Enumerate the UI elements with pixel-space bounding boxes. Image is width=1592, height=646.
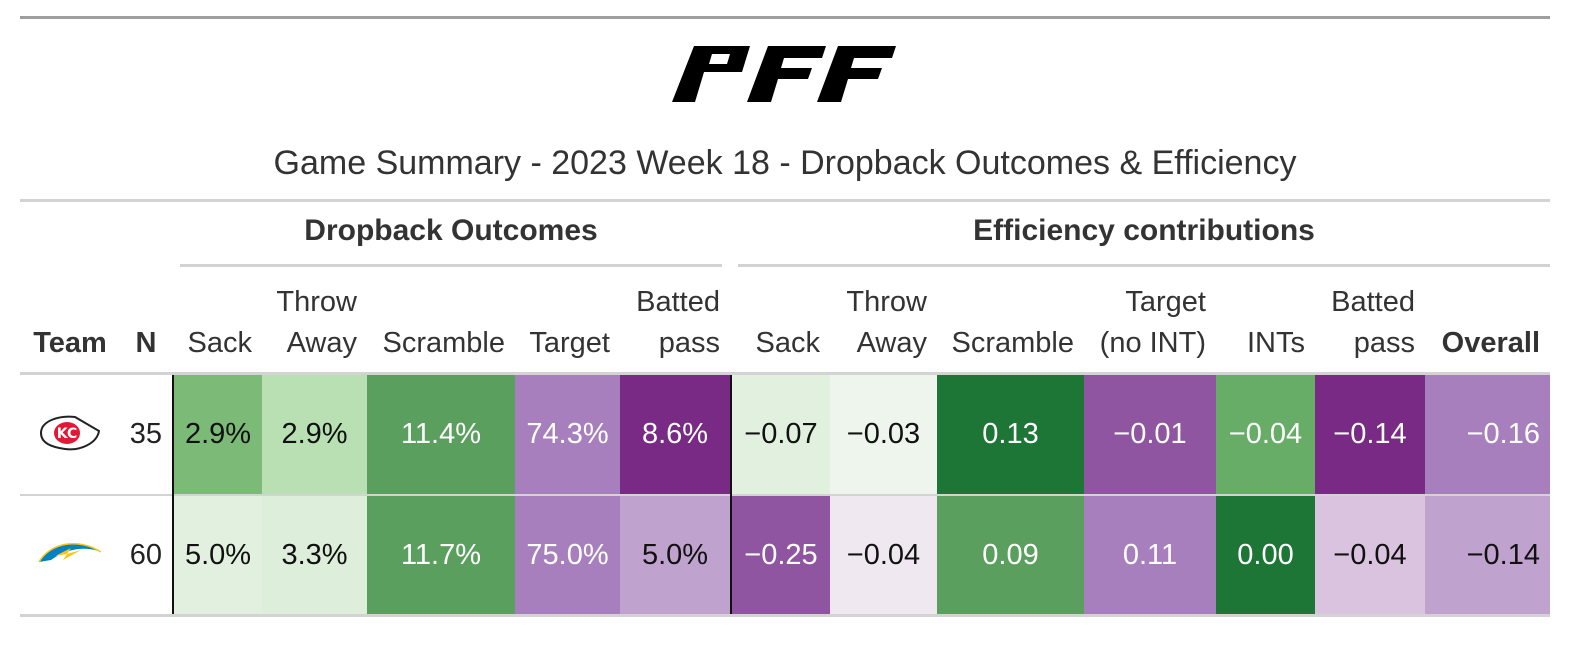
cell-e-ints: 0.00 bbox=[1216, 496, 1315, 615]
spanner-rule-outcomes bbox=[180, 264, 722, 267]
column-header-team: Team bbox=[33, 327, 107, 359]
column-header-n: N bbox=[135, 327, 157, 359]
column-header-o-batted: Batted pass bbox=[636, 286, 720, 359]
spanner-efficiency: Efficiency contributions bbox=[973, 214, 1315, 247]
cell-o-throwaway: 3.3% bbox=[262, 496, 367, 615]
title-rule bbox=[20, 199, 1550, 202]
spanner-dropback-outcomes: Dropback Outcomes bbox=[304, 214, 598, 247]
cell-o-target: 75.0% bbox=[515, 496, 620, 615]
cell-n: 35 bbox=[129, 418, 162, 450]
column-header-e-scramble: Scramble bbox=[951, 327, 1075, 359]
cell-e-target: 0.11 bbox=[1084, 496, 1216, 615]
column-header-e-sack: Sack bbox=[755, 327, 820, 359]
chiefs-logo-icon: KC bbox=[39, 415, 101, 451]
cell-e-batted: −0.04 bbox=[1315, 496, 1425, 615]
cell-e-sack: −0.25 bbox=[732, 496, 830, 615]
svg-text:KC: KC bbox=[57, 426, 78, 442]
header-rule bbox=[20, 372, 1550, 375]
pff-logo bbox=[672, 46, 896, 102]
divider-efficiency bbox=[730, 375, 732, 614]
row-rule bbox=[20, 494, 1550, 496]
column-header-e-throwaway: Throw Away bbox=[846, 286, 927, 359]
column-header-o-scramble: Scramble bbox=[382, 327, 506, 359]
cell-e-batted: −0.14 bbox=[1315, 375, 1425, 494]
cell-e-sack: −0.07 bbox=[732, 375, 830, 494]
column-header-o-sack: Sack bbox=[187, 327, 252, 359]
cell-o-sack: 5.0% bbox=[174, 496, 262, 615]
cell-o-target: 74.3% bbox=[515, 375, 620, 494]
cell-e-overall: −0.14 bbox=[1425, 496, 1550, 615]
cell-o-scramble: 11.4% bbox=[367, 375, 515, 494]
bottom-rule bbox=[20, 614, 1550, 617]
column-header-e-overall: Overall bbox=[1441, 327, 1540, 359]
table-title: Game Summary - 2023 Week 18 - Dropback O… bbox=[273, 144, 1297, 182]
cell-e-throwaway: −0.04 bbox=[830, 496, 937, 615]
cell-e-scramble: 0.13 bbox=[937, 375, 1084, 494]
column-header-e-ints: INTs bbox=[1247, 327, 1305, 359]
divider-outcomes bbox=[172, 375, 174, 614]
cell-e-throwaway: −0.03 bbox=[830, 375, 937, 494]
cell-e-scramble: 0.09 bbox=[937, 496, 1084, 615]
cell-o-sack: 2.9% bbox=[174, 375, 262, 494]
chargers-logo-icon bbox=[38, 543, 102, 563]
spanner-rule-efficiency bbox=[738, 264, 1550, 267]
cell-o-scramble: 11.7% bbox=[367, 496, 515, 615]
cell-o-batted: 8.6% bbox=[620, 375, 730, 494]
column-header-o-target: Target bbox=[529, 327, 610, 359]
top-rule bbox=[20, 16, 1550, 19]
cell-e-target: −0.01 bbox=[1084, 375, 1216, 494]
cell-o-throwaway: 2.9% bbox=[262, 375, 367, 494]
column-header-e-batted: Batted pass bbox=[1331, 286, 1415, 359]
column-header-e-target: Target (no INT) bbox=[1099, 286, 1206, 359]
cell-e-overall: −0.16 bbox=[1425, 375, 1550, 494]
cell-n: 60 bbox=[129, 539, 162, 571]
cell-e-ints: −0.04 bbox=[1216, 375, 1315, 494]
column-header-o-throwaway: Throw Away bbox=[276, 286, 357, 359]
cell-o-batted: 5.0% bbox=[620, 496, 730, 615]
